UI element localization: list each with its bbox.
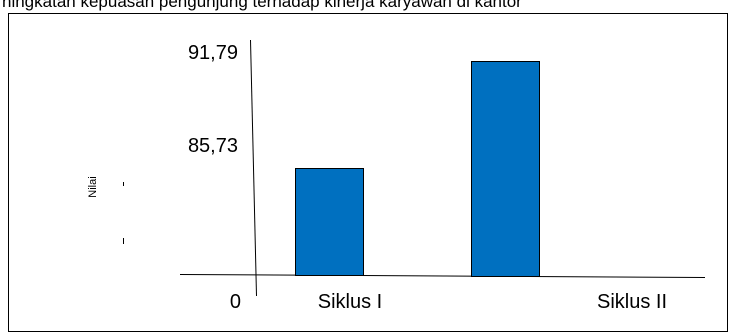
bar-2 (471, 61, 540, 277)
x-category-label: Siklus II (597, 291, 667, 313)
x-category-label: Siklus I (318, 291, 382, 313)
chart-frame (8, 13, 728, 332)
y-tick-label: 0 (230, 291, 241, 313)
bar-1 (295, 168, 364, 276)
x-axis-line (179, 274, 706, 278)
y-tick-label: 91,79 (188, 42, 238, 64)
y-axis-line (250, 39, 257, 297)
y-axis-label: Nilai (87, 176, 99, 197)
y-tick-label: 85,73 (188, 135, 238, 157)
header-text: ningkatan kepuasan pengunjung terhadap k… (2, 0, 522, 11)
